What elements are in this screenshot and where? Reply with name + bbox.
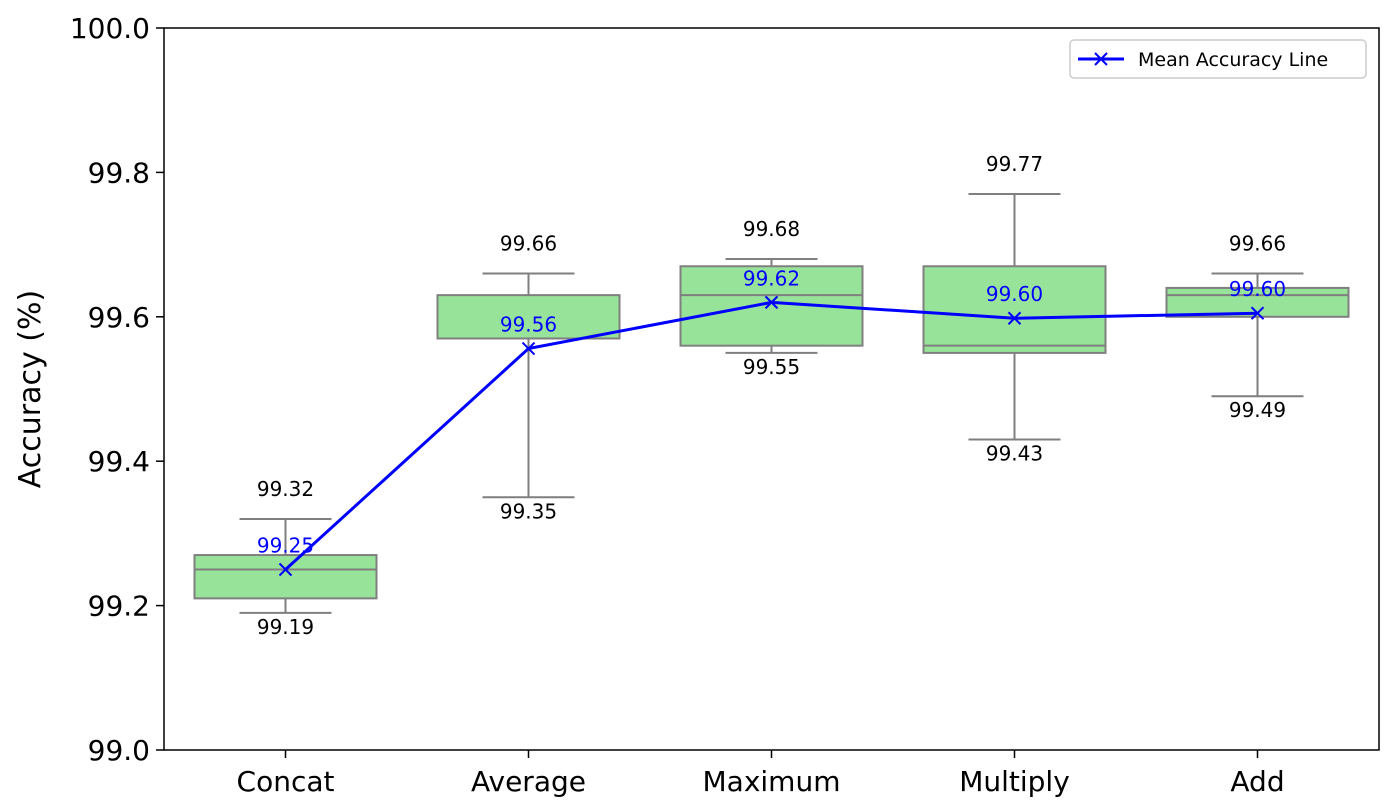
min-value-label: 99.49	[1229, 398, 1286, 422]
y-tick-label: 99.8	[88, 156, 150, 189]
mean-value-label: 99.25	[257, 534, 314, 558]
y-tick-label: 100.0	[70, 12, 150, 45]
min-value-label: 99.35	[500, 499, 557, 523]
box-multiply	[922, 265, 1107, 354]
legend-box	[1069, 39, 1367, 79]
marker-stroke	[278, 562, 293, 577]
max-value-label: 99.32	[257, 477, 314, 501]
min-value-label: 99.19	[257, 615, 314, 639]
x-tick-label: Average	[471, 765, 586, 798]
max-value-label: 99.66	[500, 231, 557, 255]
min-value-label: 99.55	[743, 355, 800, 379]
marker-stroke	[521, 341, 536, 356]
max-value-label: 99.77	[986, 152, 1043, 176]
y-tick-label: 99.6	[88, 301, 150, 334]
y-tick-label: 99.4	[88, 445, 150, 478]
mean-value-label: 99.62	[743, 266, 800, 290]
mean-marker-x	[521, 341, 536, 356]
box-concat	[193, 554, 378, 600]
x-tick-label: Multiply	[959, 765, 1070, 798]
y-axis-title: Accuracy (%)	[13, 290, 48, 488]
y-tick-label: 99.0	[88, 734, 150, 767]
x-tick-label: Concat	[237, 765, 335, 798]
marker-stroke	[764, 295, 779, 310]
marker-stroke	[1250, 306, 1265, 320]
mean-marker-x	[278, 562, 293, 577]
x-tick-label: Maximum	[703, 765, 841, 798]
mean-value-label: 99.60	[1229, 277, 1286, 301]
x-tick-label: Add	[1230, 765, 1284, 798]
max-value-label: 99.66	[1229, 231, 1286, 255]
mean-marker-x	[1250, 306, 1265, 320]
marker-stroke	[1007, 311, 1022, 325]
plot-frame	[163, 27, 1380, 751]
legend-marker-x	[1094, 52, 1108, 66]
max-value-label: 99.68	[743, 217, 800, 241]
mean-value-label: 99.60	[986, 282, 1043, 306]
mean-marker-x	[1007, 311, 1022, 325]
min-value-label: 99.43	[986, 442, 1043, 466]
mean-marker-x	[764, 295, 779, 310]
y-tick-label: 99.2	[88, 590, 150, 623]
box-average	[436, 294, 621, 340]
legend-label: Mean Accuracy Line	[1138, 49, 1328, 71]
mean-value-label: 99.56	[500, 313, 557, 337]
